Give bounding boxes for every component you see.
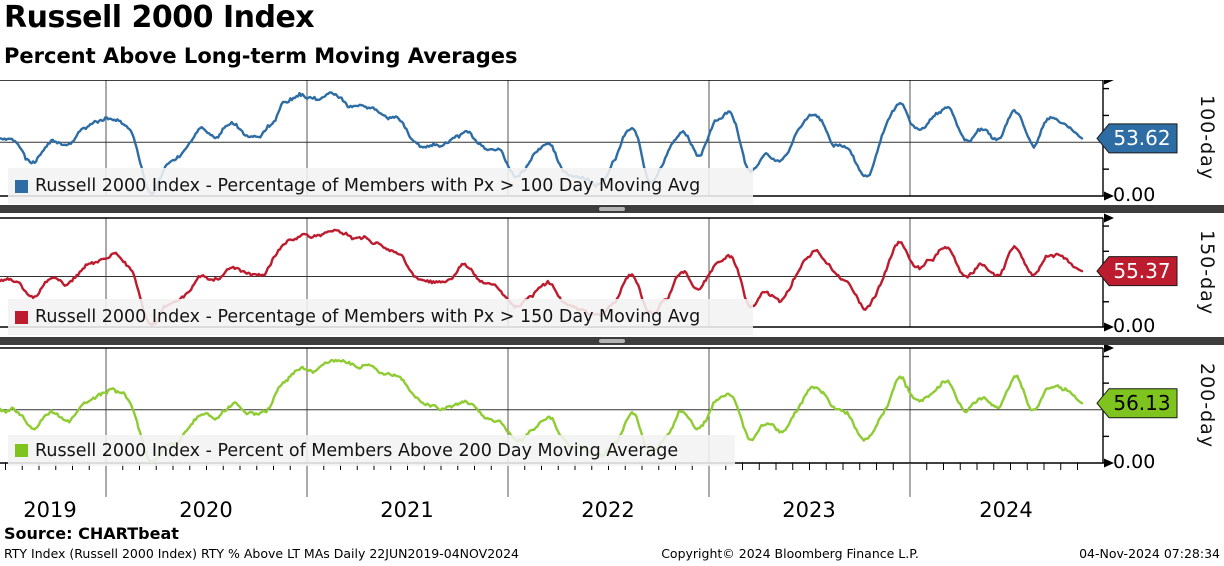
panel-axis-label-100-day: 100-day [1196,95,1218,181]
legend-label: Russell 2000 Index - Percentage of Membe… [35,307,701,327]
status-copyright: Copyright© 2024 Bloomberg Finance L.P. [661,546,919,561]
last-value-badge-100-day: 53.62 [1113,126,1171,151]
y-axis-zero-label: 0.00 [1113,451,1156,473]
legend-200-day: Russell 2000 Index - Percent of Members … [8,435,735,466]
x-tick-2024: 2024 [979,498,1033,522]
legend-swatch-200-day [15,444,28,457]
x-tick-2022: 2022 [581,498,635,522]
legend-swatch-100-day [15,179,28,193]
legend-label: Russell 2000 Index - Percent of Members … [35,440,679,461]
legend-label: Russell 2000 Index - Percentage of Membe… [35,176,701,196]
x-tick-2019: 2019 [23,498,77,522]
panel-axis-label-150-day: 150-day [1196,229,1218,316]
legend-swatch-150-day [15,310,28,324]
pane-resize-grip[interactable] [599,207,625,211]
pane-separator-1[interactable] [0,205,1224,213]
pane-separator-2[interactable] [0,337,1224,345]
status-security-info: RTY Index (Russell 2000 Index) RTY % Abo… [4,546,520,561]
source-label: Source: CHARTbeat [4,524,179,543]
legend-150-day: Russell 2000 Index - Percentage of Membe… [8,299,753,335]
y-axis-zero-label: 0.00 [1113,315,1156,337]
series-line-100-day [0,91,1084,196]
last-value-badge-150-day: 55.37 [1113,259,1171,284]
y-axis-zero-label: 0.00 [1113,184,1156,206]
x-tick-2020: 2020 [179,498,233,522]
status-timestamp: 04-Nov-2024 07:28:34 [1079,546,1220,561]
page-subtitle: Percent Above Long-term Moving Averages [4,44,518,68]
x-tick-2021: 2021 [380,498,434,522]
page-title: Russell 2000 Index [4,0,315,35]
series-line-150-day [0,228,1084,327]
panel-axis-label-200-day: 200-day [1196,362,1218,449]
last-value-badge-200-day: 56.13 [1113,391,1171,416]
x-tick-2023: 2023 [782,498,836,522]
legend-100-day: Russell 2000 Index - Percentage of Membe… [8,168,753,204]
pane-resize-grip[interactable] [599,339,625,343]
